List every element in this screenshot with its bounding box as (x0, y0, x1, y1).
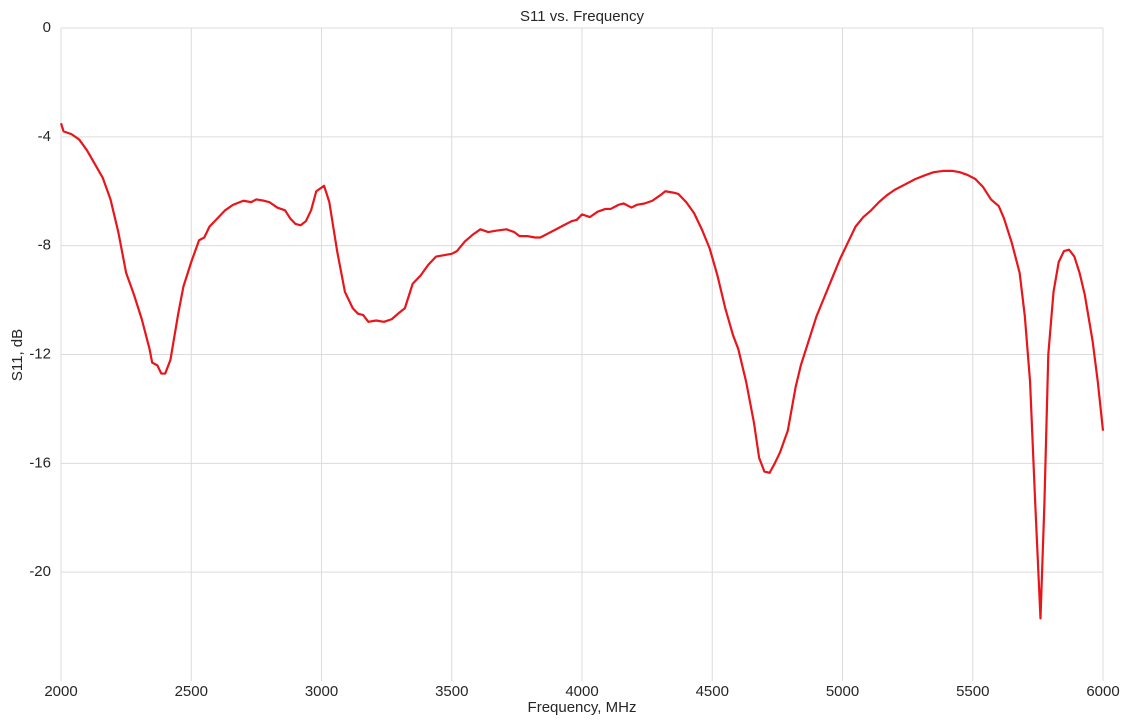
x-tick-label: 4500 (696, 683, 729, 700)
x-axis-label: Frequency, MHz (528, 699, 637, 716)
y-tick-label: -8 (38, 237, 51, 254)
y-axis-label: S11, dB (9, 329, 26, 381)
x-tick-label: 3500 (435, 683, 468, 700)
x-tick-label: 2500 (175, 683, 208, 700)
x-tick-label: 6000 (1086, 683, 1119, 700)
x-tick-label: 2000 (44, 683, 77, 700)
x-tick-label: 5000 (826, 683, 859, 700)
y-tick-label: -20 (29, 563, 51, 580)
y-tick-label: -4 (38, 128, 51, 145)
x-tick-label: 5500 (956, 683, 989, 700)
y-tick-label: 0 (43, 19, 51, 36)
y-tick-label: -12 (29, 345, 51, 362)
y-tick-label: -16 (29, 454, 51, 471)
chart-title: S11 vs. Frequency (520, 8, 644, 25)
x-tick-label: 3000 (305, 683, 338, 700)
x-tick-label: 4000 (565, 683, 598, 700)
data-line (59, 122, 1105, 620)
